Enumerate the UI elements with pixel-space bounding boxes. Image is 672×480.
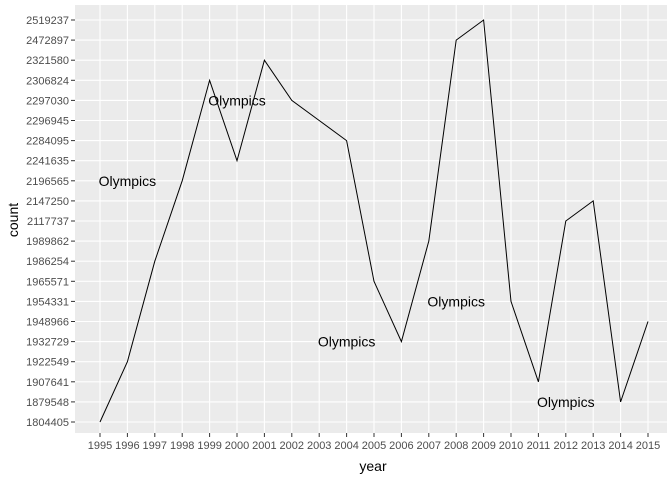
x-tick-label: 2014 [608,440,632,452]
annotation-label: Olympics [99,173,157,189]
y-tick-label: 2472897 [26,35,69,47]
annotation-label: Olympics [427,293,485,309]
x-tick-label: 1997 [143,440,167,452]
y-tick-label: 1954331 [26,296,69,308]
y-tick-label: 2297030 [26,95,69,107]
x-tick-label: 2006 [389,440,413,452]
y-tick-label: 1907641 [26,377,69,389]
x-tick-label: 2010 [499,440,523,452]
y-tick-label: 2196565 [26,176,69,188]
x-tick-label: 1999 [197,440,221,452]
y-tick-label: 2306824 [26,75,69,87]
series-layer [99,19,649,423]
y-tick-label: 1965571 [26,276,69,288]
annotation-label: Olympics [208,92,266,108]
x-tick-label: 1996 [115,440,139,452]
y-tick-label: 1932729 [26,337,69,349]
annotation-layer: Olympics Olympics Olympics Olympics Olympics [99,92,595,410]
x-tick-label: 2005 [362,440,386,452]
x-tick-label: 2004 [334,440,358,452]
y-grid-lines [75,19,667,423]
x-tick-label: 2009 [471,440,495,452]
y-tick-label: 2284095 [26,136,69,148]
x-tick-label: 2013 [581,440,605,452]
x-axis: 1995 1996 1997 1998 1999 2000 2001 2002 2003 2004… [88,433,660,452]
x-tick-label: 2011 [527,440,551,452]
x-tick-label: 1998 [170,440,194,452]
panel-background [75,5,667,433]
y-tick-label: 2241635 [26,156,69,168]
y-tick-label: 2296945 [26,116,69,128]
y-tick-label: 1989862 [26,236,69,248]
y-tick-label: 2147250 [26,196,69,208]
x-tick-label: 2008 [444,440,468,452]
y-tick-label: 2117737 [27,216,69,228]
y-tick-label: 1879548 [26,397,69,409]
x-tick-label: 1995 [88,440,112,452]
x-tick-label: 2000 [225,440,249,452]
y-axis: 1804405 1879548 1907641 1922549 1932729 19489… [26,15,75,429]
y-tick-label: 2519237 [26,15,69,27]
x-grid-lines [99,5,649,433]
x-tick-label: 2003 [307,440,331,452]
x-axis-title: year [359,458,387,474]
y-tick-label: 1922549 [26,357,69,369]
y-tick-label: 1948966 [26,317,69,329]
y-tick-label: 2321580 [26,55,69,67]
x-tick-label: 2015 [636,440,660,452]
annotation-label: Olympics [537,394,595,410]
annotation-label: Olympics [318,334,376,350]
y-tick-label: 1804405 [26,417,69,429]
y-tick-label: 1986254 [26,256,69,268]
x-tick-label: 2001 [252,440,276,452]
x-tick-label: 2012 [554,440,578,452]
y-axis-title: count [5,203,21,237]
x-tick-label: 2007 [417,440,441,452]
x-tick-label: 2002 [280,440,304,452]
